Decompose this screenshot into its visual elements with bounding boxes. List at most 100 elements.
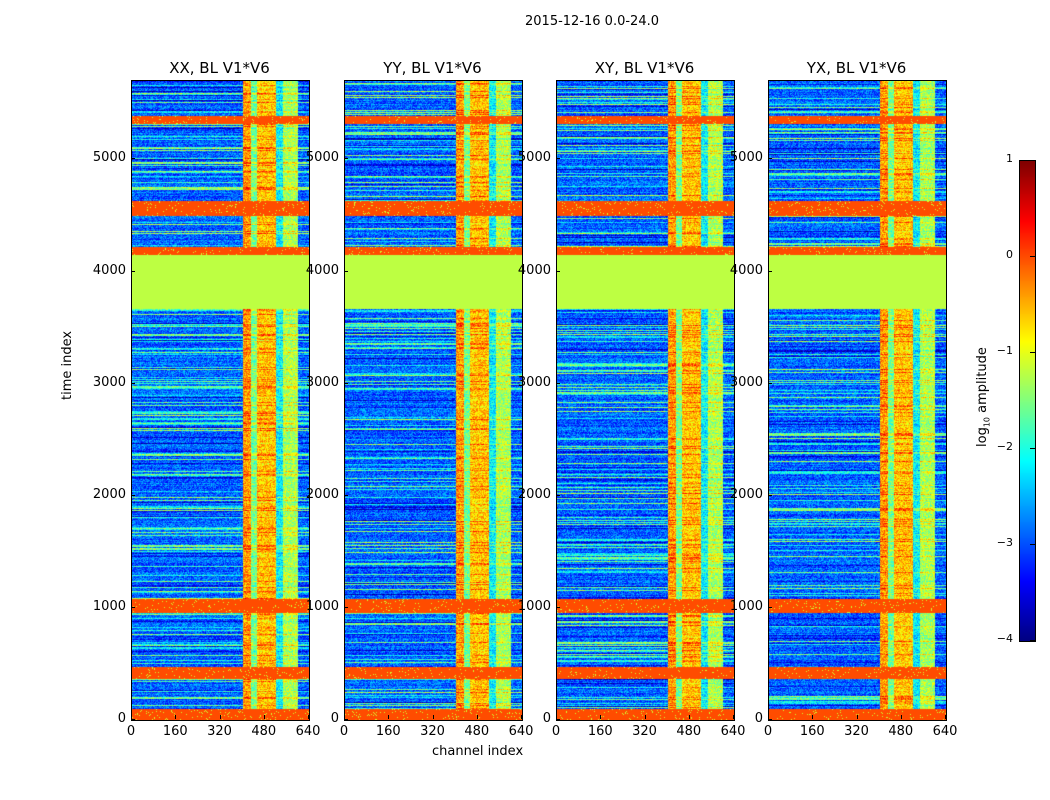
- x-tick-label: 480: [676, 724, 702, 739]
- y-tick-label: 5000: [729, 150, 763, 166]
- x-tick-label: 160: [375, 724, 401, 739]
- colorbar-tick: [1030, 448, 1035, 449]
- y-tick: [556, 382, 560, 384]
- x-tick: [556, 715, 557, 719]
- colorbar-tick: [1030, 544, 1035, 545]
- x-tick: [600, 715, 602, 719]
- x-tick: [344, 715, 345, 719]
- x-tick: [219, 715, 221, 719]
- y-tick: [556, 719, 560, 720]
- y-tick: [344, 494, 348, 496]
- y-tick-label: 3000: [517, 374, 551, 390]
- x-tick: [388, 715, 390, 719]
- x-tick-label: 0: [763, 724, 773, 739]
- x-tick: [812, 715, 814, 719]
- x-tick-label: 0: [339, 724, 349, 739]
- y-tick-label: 4000: [305, 262, 339, 278]
- colorbar-label: log10 amplitude: [975, 347, 992, 447]
- x-tick-label: 320: [844, 724, 869, 739]
- colorbar-tick: [1030, 256, 1035, 257]
- x-tick: [945, 715, 946, 719]
- colorbar-tick-label: −1: [996, 344, 1013, 357]
- y-tick: [344, 606, 348, 608]
- y-tick-label: 2000: [92, 486, 126, 502]
- heatmap-image: [345, 81, 522, 720]
- x-tick: [768, 715, 769, 719]
- y-tick-label: 1000: [729, 598, 763, 614]
- x-tick: [432, 715, 434, 719]
- colorbar: [1019, 160, 1036, 642]
- y-tick: [131, 606, 135, 608]
- y-tick: [768, 606, 772, 608]
- y-tick: [768, 158, 772, 160]
- y-tick: [131, 382, 135, 384]
- panel-title: XX, BL V1*V6: [169, 59, 270, 77]
- y-tick: [344, 719, 348, 720]
- y-tick-label: 3000: [92, 374, 126, 390]
- colorbar-tick-label: −4: [996, 632, 1013, 645]
- heatmap-panel: [768, 80, 947, 721]
- y-tick: [556, 270, 560, 272]
- colorbar-tick-label: 0: [1006, 248, 1013, 261]
- x-tick-label: 0: [551, 724, 561, 739]
- x-tick: [131, 715, 132, 719]
- panel-title: YY, BL V1*V6: [383, 59, 482, 77]
- y-tick: [131, 270, 135, 272]
- y-tick: [131, 719, 135, 720]
- heatmap-panel: [556, 80, 735, 721]
- y-tick-label: 0: [754, 711, 763, 726]
- y-tick-label: 1000: [92, 598, 126, 614]
- x-tick-label: 640: [720, 724, 746, 739]
- y-tick-label: 2000: [729, 486, 763, 502]
- y-tick-label: 4000: [517, 262, 551, 278]
- x-tick: [688, 715, 690, 719]
- x-tick-label: 160: [587, 724, 613, 739]
- y-tick: [344, 270, 348, 272]
- x-tick-label: 480: [888, 724, 914, 739]
- x-tick: [521, 715, 522, 719]
- heatmap-panel: [131, 80, 310, 721]
- y-tick: [556, 606, 560, 608]
- x-tick: [175, 715, 177, 719]
- x-tick-label: 160: [162, 724, 188, 739]
- y-tick-label: 5000: [305, 150, 339, 166]
- y-tick: [344, 382, 348, 384]
- heatmap-panel: [344, 80, 523, 721]
- heatmap-image: [557, 81, 734, 720]
- y-tick-label: 2000: [517, 486, 551, 502]
- y-tick-label: 1000: [305, 598, 339, 614]
- x-tick: [644, 715, 646, 719]
- panel-title: XY, BL V1*V6: [594, 59, 695, 77]
- x-tick-label: 320: [207, 724, 232, 739]
- y-tick-label: 3000: [729, 374, 763, 390]
- colorbar-tick-label: −2: [996, 440, 1013, 453]
- y-tick-label: 2000: [305, 486, 339, 502]
- x-tick-label: 320: [632, 724, 657, 739]
- y-tick-label: 0: [117, 711, 126, 726]
- colorbar-tick: [1030, 352, 1035, 353]
- figure-title: 2015-12-16 0.0-24.0: [525, 14, 659, 29]
- y-tick-label: 0: [542, 711, 551, 726]
- x-tick-label: 0: [126, 724, 136, 739]
- colorbar-tick: [1030, 640, 1035, 641]
- y-tick: [768, 719, 772, 720]
- y-tick-label: 0: [330, 711, 339, 726]
- x-tick: [900, 715, 902, 719]
- x-tick: [733, 715, 734, 719]
- x-tick-label: 320: [420, 724, 445, 739]
- y-tick: [131, 158, 135, 160]
- y-tick: [556, 158, 560, 160]
- x-tick-label: 640: [295, 724, 321, 739]
- y-tick-label: 5000: [92, 150, 126, 166]
- heatmap-image: [769, 81, 946, 720]
- y-tick-label: 4000: [92, 262, 126, 278]
- y-tick-label: 5000: [517, 150, 551, 166]
- y-tick: [344, 158, 348, 160]
- heatmap-image: [132, 81, 309, 720]
- y-tick: [768, 494, 772, 496]
- y-tick: [131, 494, 135, 496]
- colorbar-tick: [1030, 160, 1035, 161]
- x-tick-label: 640: [508, 724, 534, 739]
- x-tick: [476, 715, 478, 719]
